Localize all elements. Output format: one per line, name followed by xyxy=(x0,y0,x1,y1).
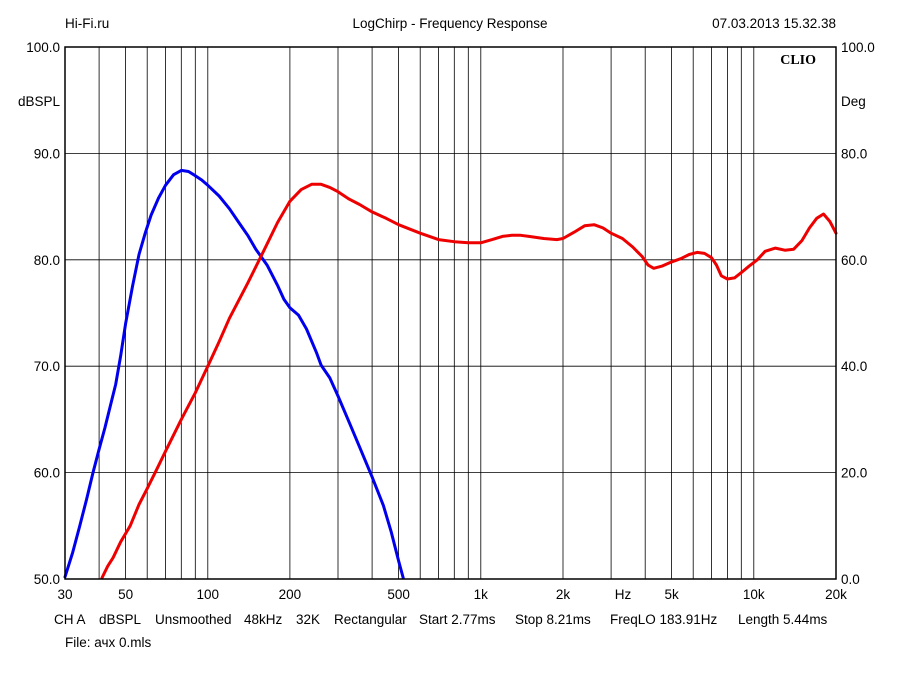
x-tick-label: 30 xyxy=(57,587,72,602)
x-tick-label: 200 xyxy=(279,587,302,602)
y2-tick-label: 40.0 xyxy=(841,359,867,374)
footer-setting: CH A xyxy=(54,612,86,627)
y2-tick-label: 80.0 xyxy=(841,146,867,161)
footer-setting: Rectangular xyxy=(334,612,407,627)
x-tick-label: 1k xyxy=(474,587,489,602)
footer-setting: Start 2.77ms xyxy=(419,612,496,627)
series-line-red xyxy=(100,182,838,580)
x-tick-label: 50 xyxy=(118,587,133,602)
brand-logo: CLIO xyxy=(780,53,816,68)
footer-setting: Stop 8.21ms xyxy=(515,612,591,627)
footer-setting: dBSPL xyxy=(99,612,142,627)
x-axis-unit: Hz xyxy=(615,587,632,602)
series-layer xyxy=(63,168,838,580)
y2-tick-label: 100.0 xyxy=(841,40,875,55)
footer-file: File: ачх 0.mls xyxy=(65,635,152,650)
x-tick-label: 500 xyxy=(387,587,410,602)
y-tick-label: 50.0 xyxy=(34,572,60,587)
y-tick-label: 90.0 xyxy=(34,146,60,161)
y2-tick-label: 20.0 xyxy=(841,466,867,481)
footer-setting: FreqLO 183.91Hz xyxy=(610,612,718,627)
header-datetime: 07.03.2013 15.32.38 xyxy=(712,16,836,31)
y2-tick-label: 0.0 xyxy=(841,572,860,587)
footer-setting: 48kHz xyxy=(244,612,283,627)
footer-setting: Unsmoothed xyxy=(155,612,232,627)
x-tick-label: 5k xyxy=(664,587,679,602)
y-tick-label: 80.0 xyxy=(34,253,60,268)
series-line-blue xyxy=(63,168,405,580)
y2-tick-label: 60.0 xyxy=(841,253,867,268)
y-tick-label: 60.0 xyxy=(34,466,60,481)
grid-lines xyxy=(65,47,836,579)
chart-title: LogChirp - Frequency Response xyxy=(352,16,547,31)
header-site: Hi-Fi.ru xyxy=(65,16,109,31)
footer-setting: Length 5.44ms xyxy=(738,612,828,627)
y-tick-label: 70.0 xyxy=(34,359,60,374)
plot-frame xyxy=(64,46,837,580)
footer-setting: 32K xyxy=(296,612,321,627)
x-tick-label: 10k xyxy=(743,587,765,602)
y-tick-label: 100.0 xyxy=(26,40,60,55)
x-tick-label: 100 xyxy=(197,587,220,602)
y2-axis-label: Deg xyxy=(841,94,866,109)
tick-labels: 30 50 100 200 500 1k 2k 5k 10k 20k 50.0 60.0 70.0 80.… xyxy=(26,40,875,602)
x-tick-label: 2k xyxy=(556,587,571,602)
x-tick-label: 20k xyxy=(825,587,847,602)
y-axis-label: dBSPL xyxy=(18,94,61,109)
